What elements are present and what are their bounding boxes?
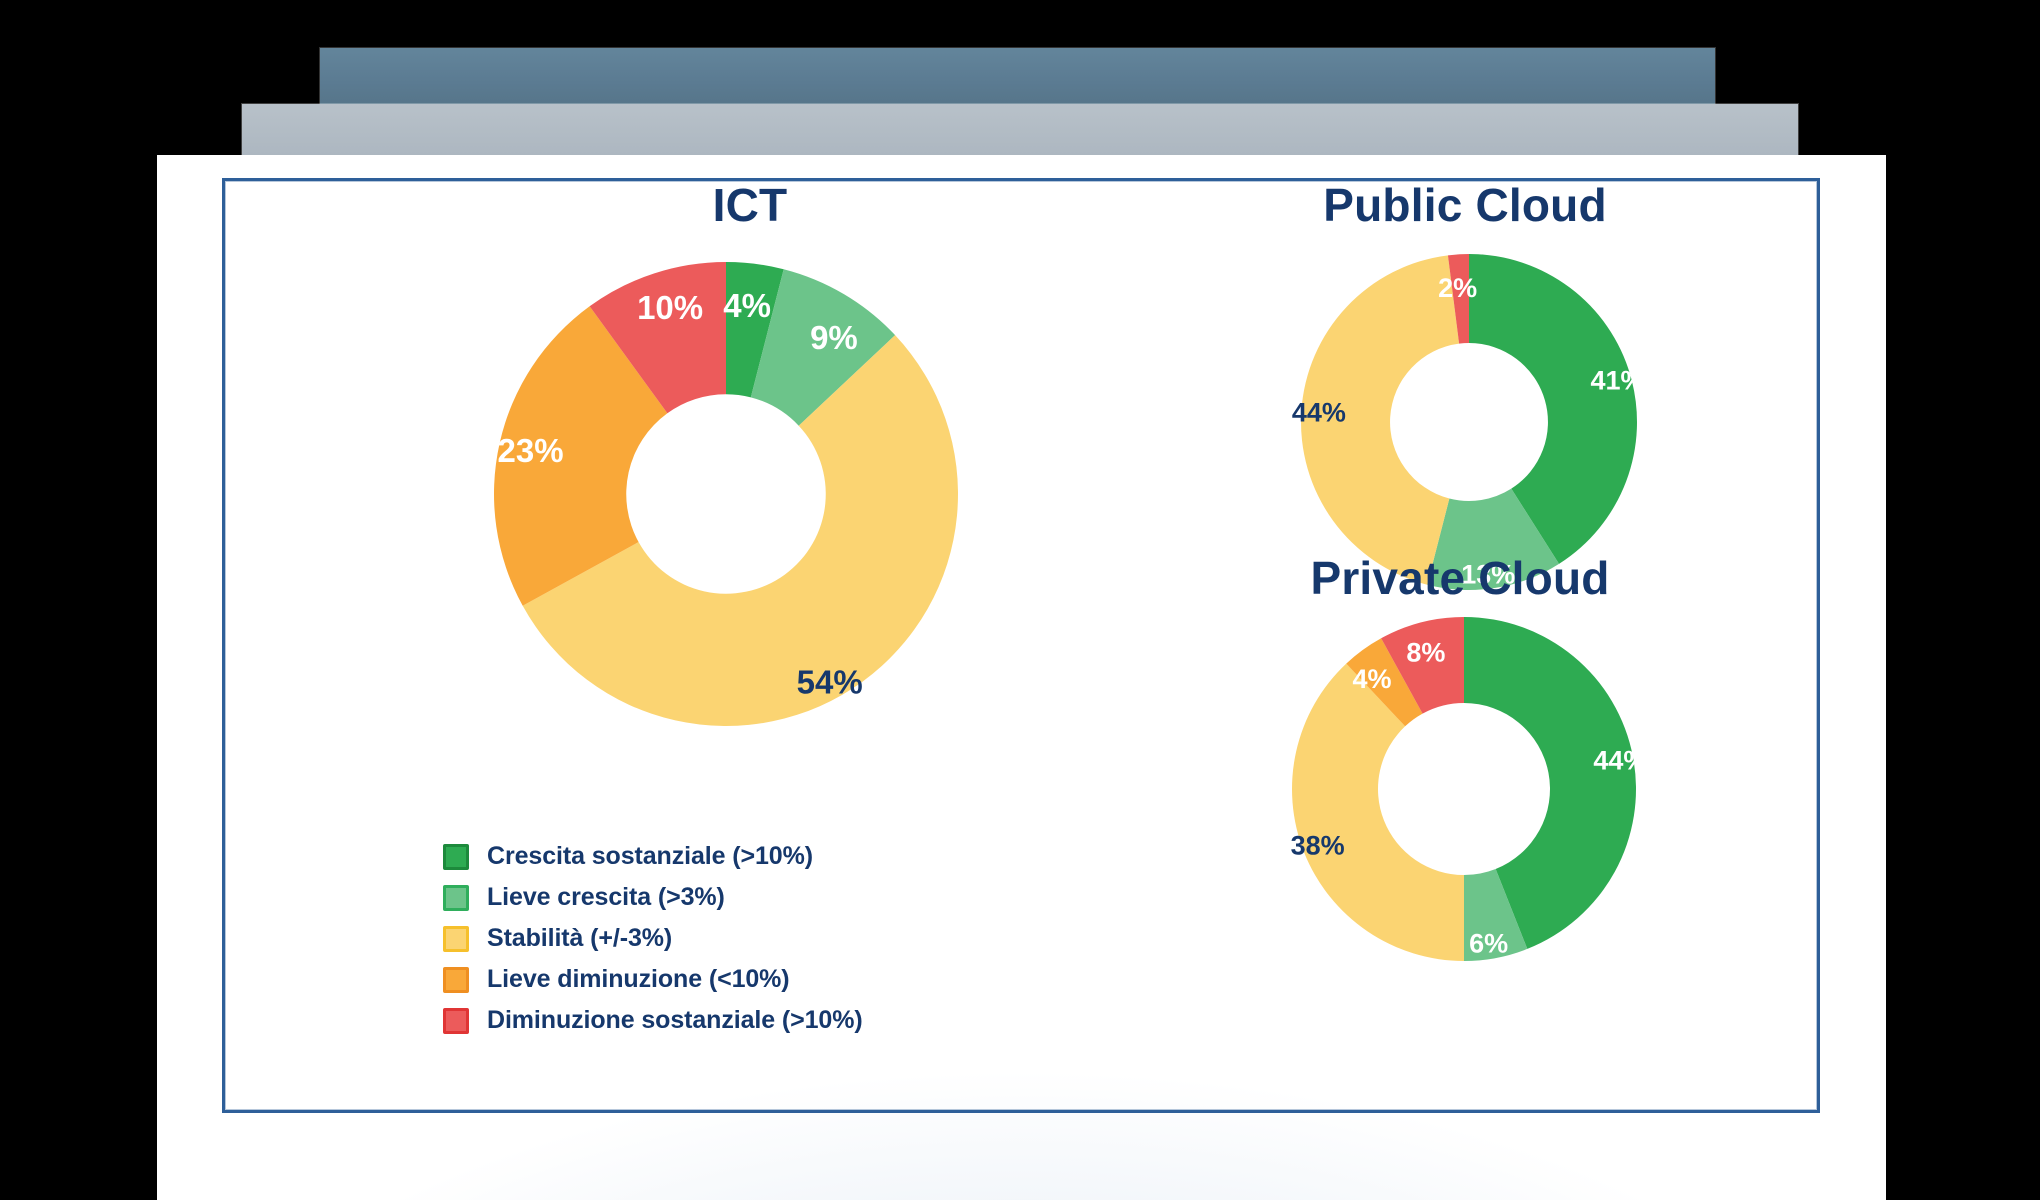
donut-slice[interactable] — [1464, 617, 1636, 949]
legend-swatch-icon — [443, 966, 469, 993]
legend-item-label: Crescita sostanziale (>10%) — [487, 842, 813, 870]
donut-slice-label: 13% — [1461, 560, 1515, 590]
donut-slice-label: 2% — [1438, 273, 1477, 303]
donut-slice-label: 6% — [1469, 928, 1508, 958]
legend-swatch-icon — [443, 884, 469, 911]
donut-slice-label: 44% — [1292, 398, 1346, 428]
donut-slice[interactable] — [494, 306, 668, 606]
chart-ict: ICT 4% 9% 54% 23% 10% — [430, 178, 1070, 738]
donut-slice-label: 54% — [797, 664, 863, 701]
donut-slice-label: 4% — [1353, 664, 1392, 694]
donut-slice[interactable] — [726, 262, 784, 398]
chart-title-ict: ICT — [712, 179, 788, 231]
legend: Crescita sostanziale (>10%) Lieve crescit… — [443, 836, 1163, 1041]
donut-slice[interactable] — [1346, 638, 1423, 727]
donut-slice-label: 41% — [1590, 366, 1644, 396]
donut-slice[interactable] — [1301, 255, 1460, 585]
slide-content-frame: ICT 4% 9% 54% 23% 10% Public Cloud 41% 13% 44%… — [222, 178, 1820, 1113]
donut-slice-label: 23% — [498, 432, 564, 469]
donut-slice[interactable] — [1469, 254, 1637, 564]
legend-item[interactable]: Lieve crescita (>3%) — [443, 877, 1163, 918]
chart-title-public-cloud: Public Cloud — [1323, 179, 1607, 231]
donut-slice[interactable] — [750, 269, 896, 426]
decorative-bar-gray — [242, 104, 1798, 164]
slide-page: ICT 4% 9% 54% 23% 10% Public Cloud 41% 13% 44%… — [157, 155, 1886, 1200]
legend-item-label: Lieve crescita (>3%) — [487, 883, 725, 911]
donut-slice[interactable] — [1447, 254, 1469, 344]
donut-slice[interactable] — [522, 335, 958, 726]
donut-public-cloud[interactable]: 41% 13% 44% 2% — [1292, 250, 1645, 594]
legend-item-label: Stabilità (+/-3%) — [487, 924, 673, 952]
donut-svg: 41% 13% 44% 2% — [1292, 254, 1645, 590]
donut-slice-label: 4% — [723, 287, 771, 324]
donut-slice[interactable] — [1464, 868, 1528, 961]
donut-slice-label: 38% — [1291, 830, 1345, 860]
donut-slice[interactable] — [1381, 617, 1464, 714]
legend-item-label: Diminuzione sostanziale (>10%) — [487, 1006, 863, 1034]
legend-item[interactable]: Diminuzione sostanziale (>10%) — [443, 1000, 1163, 1041]
donut-ict[interactable]: 4% 9% 54% 23% 10% — [490, 258, 962, 730]
donut-private-cloud[interactable]: 44% 6% 38% 4% 8% — [1288, 613, 1647, 965]
legend-item[interactable]: Lieve diminuzione (<10%) — [443, 959, 1163, 1000]
chart-private-cloud: Private Cloud 44% 6% 38% 4% 8% — [1220, 551, 1700, 991]
donut-slice[interactable] — [589, 262, 726, 414]
donut-slice-label: 44% — [1593, 745, 1647, 775]
donut-svg: 44% 6% 38% 4% 8% — [1291, 617, 1647, 961]
legend-item-label: Lieve diminuzione (<10%) — [487, 965, 790, 993]
donut-slice-label: 8% — [1406, 638, 1445, 668]
donut-slice[interactable] — [1427, 488, 1560, 590]
donut-slice-label: 9% — [810, 319, 858, 356]
chart-public-cloud: Public Cloud 41% 13% 44% 2% — [1225, 178, 1705, 598]
legend-item[interactable]: Stabilità (+/-3%) — [443, 918, 1163, 959]
chart-title-private-cloud: Private Cloud — [1310, 552, 1610, 604]
legend-swatch-icon — [443, 1007, 469, 1034]
donut-svg: 4% 9% 54% 23% 10% — [494, 262, 958, 726]
donut-slice[interactable] — [1292, 663, 1464, 961]
decorative-bar-dark — [320, 48, 1715, 106]
legend-swatch-icon — [443, 843, 469, 870]
donut-slice-label: 10% — [637, 289, 703, 326]
legend-item[interactable]: Crescita sostanziale (>10%) — [443, 836, 1163, 877]
legend-swatch-icon — [443, 925, 469, 952]
